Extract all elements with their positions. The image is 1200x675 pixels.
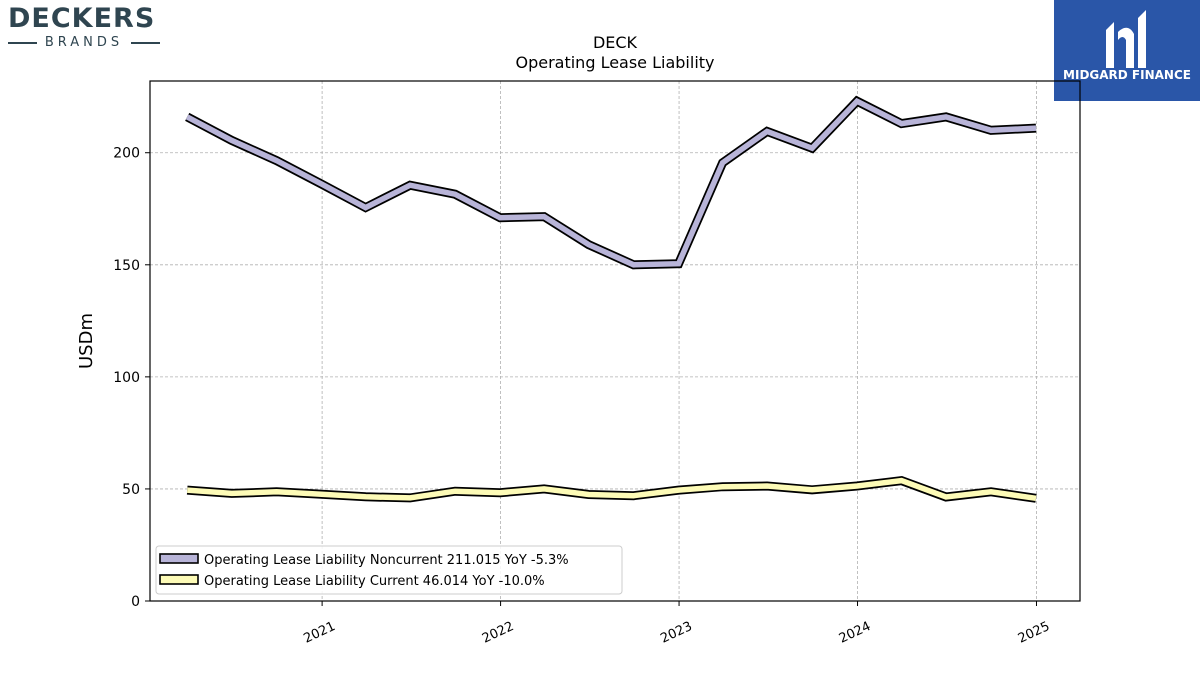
y-tick-label: 50 [122, 482, 140, 498]
midgard-logo-icon [1106, 10, 1146, 68]
x-tick-label: 2023 [658, 619, 694, 647]
brand-rule-left [8, 42, 37, 44]
legend: Operating Lease Liability Noncurrent 211… [155, 545, 623, 595]
brand-sub: BRANDS [44, 35, 124, 50]
legend-box [155, 545, 623, 595]
legend-swatch-0 [159, 553, 199, 564]
midgard-finance-badge: MIDGARD FINANCE [1054, 0, 1200, 101]
chart-subtitle: Operating Lease Liability [515, 53, 714, 72]
y-tick-label: 100 [113, 370, 140, 386]
x-tick-label: 2022 [480, 619, 516, 647]
deckers-brands-logo: DECKERS BRANDS [4, 2, 160, 52]
series-line-1 [186, 477, 1037, 502]
x-tick-label: 2025 [1016, 619, 1052, 647]
brand-sub-row: BRANDS [8, 35, 160, 51]
y-tick-label: 200 [113, 146, 140, 162]
y-tick-label: 0 [131, 594, 140, 610]
plot-frame [149, 80, 1081, 602]
legend-swatch-1 [159, 574, 199, 585]
series-layer [185, 95, 1037, 503]
chart-title: DECK [593, 33, 638, 52]
grid-layer [150, 81, 1080, 601]
badge-text: MIDGARD FINANCE [1063, 68, 1191, 82]
brand-rule-right [131, 42, 160, 44]
y-axis-label: USDm [76, 313, 97, 369]
legend-label-1: Operating Lease Liability Current 46.014… [204, 574, 545, 589]
brand-name: DECKERS [8, 3, 156, 34]
x-tick-label: 2021 [301, 619, 337, 647]
y-tick-label: 150 [113, 258, 140, 274]
series-line-0 [185, 97, 1037, 268]
legend-label-0: Operating Lease Liability Noncurrent 211… [204, 553, 569, 568]
x-tick-label: 2024 [837, 619, 873, 647]
